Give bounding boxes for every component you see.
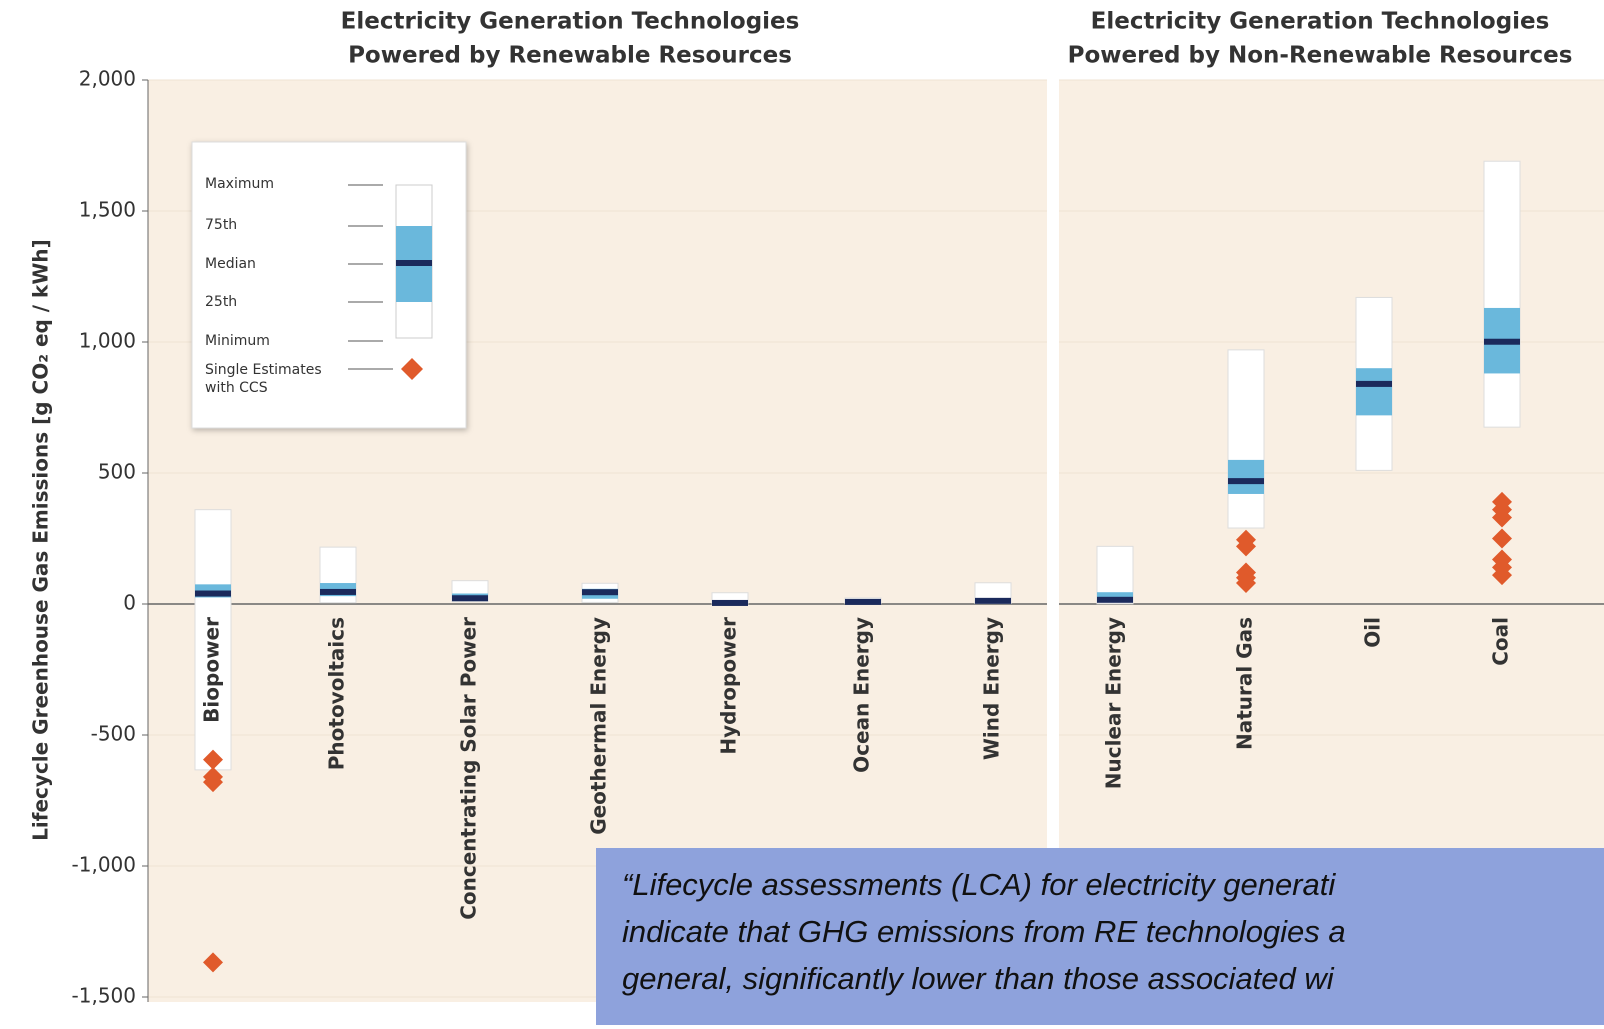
y-tick-label: 2,000	[79, 67, 136, 91]
x-tick-label: Oil	[1361, 617, 1385, 648]
x-tick-label: Ocean Energy	[850, 617, 874, 773]
y-tick-label: 1,000	[79, 329, 136, 353]
median-line	[845, 599, 881, 605]
annotation: “Lifecycle assessments (LCA) for electri…	[596, 848, 1604, 1025]
legend-label: Single Estimates	[205, 362, 322, 378]
chart-title: Electricity Generation Technologies	[1091, 9, 1550, 35]
whisker-range	[1228, 350, 1264, 528]
y-tick-label: -1,000	[72, 853, 136, 877]
annotation-text: “Lifecycle assessments (LCA) for electri…	[622, 867, 1336, 902]
x-tick-label: Photovoltaics	[325, 617, 349, 770]
x-tick-label: Wind Energy	[980, 617, 1004, 760]
median-line	[1228, 478, 1264, 484]
annotation-text: general, significantly lower than those …	[622, 961, 1335, 996]
y-tick-label: -1,500	[72, 984, 136, 1008]
x-tick-label: Biopower	[200, 617, 224, 723]
median-line	[452, 595, 488, 601]
x-tick-label: Coal	[1489, 617, 1513, 666]
median-line	[1356, 381, 1392, 387]
y-axis-label: Lifecycle Greenhouse Gas Emissions [g CO…	[29, 239, 53, 841]
iqr-box	[1228, 460, 1264, 494]
x-tick-label: Natural Gas	[1233, 617, 1257, 750]
legend-label: Minimum	[205, 333, 270, 349]
x-tick-label: Concentrating Solar Power	[457, 617, 481, 920]
median-line	[320, 589, 356, 595]
median-line	[1097, 597, 1133, 603]
y-tick-label: 500	[98, 460, 136, 484]
chart-title: Electricity Generation Technologies	[341, 9, 800, 35]
y-tick-label: 0	[123, 591, 136, 615]
legend-label: 75th	[205, 217, 237, 233]
x-tick-label: Nuclear Energy	[1102, 617, 1126, 789]
legend-label: Maximum	[205, 176, 274, 192]
chart-title: Powered by Renewable Resources	[348, 43, 792, 69]
whisker-range	[1484, 161, 1520, 427]
annotation-text: indicate that GHG emissions from RE tech…	[622, 914, 1346, 949]
y-tick-label: -500	[91, 722, 136, 746]
legend-median	[396, 260, 432, 266]
median-line	[1484, 339, 1520, 345]
legend-label: with CCS	[205, 380, 268, 396]
iqr-box	[1356, 368, 1392, 415]
legend-label: 25th	[205, 294, 237, 310]
legend: Maximum 75th Median 25th Minimum Single …	[192, 142, 466, 428]
y-tick-label: 1,500	[79, 198, 136, 222]
x-tick-label: Geothermal Energy	[587, 617, 611, 835]
chart-title: Powered by Non-Renewable Resources	[1068, 43, 1573, 69]
median-line	[195, 591, 231, 597]
x-tick-label: Hydropower	[717, 617, 741, 755]
median-line	[975, 598, 1011, 604]
median-line	[712, 600, 748, 606]
median-line	[582, 589, 618, 595]
legend-label: Median	[205, 256, 256, 272]
